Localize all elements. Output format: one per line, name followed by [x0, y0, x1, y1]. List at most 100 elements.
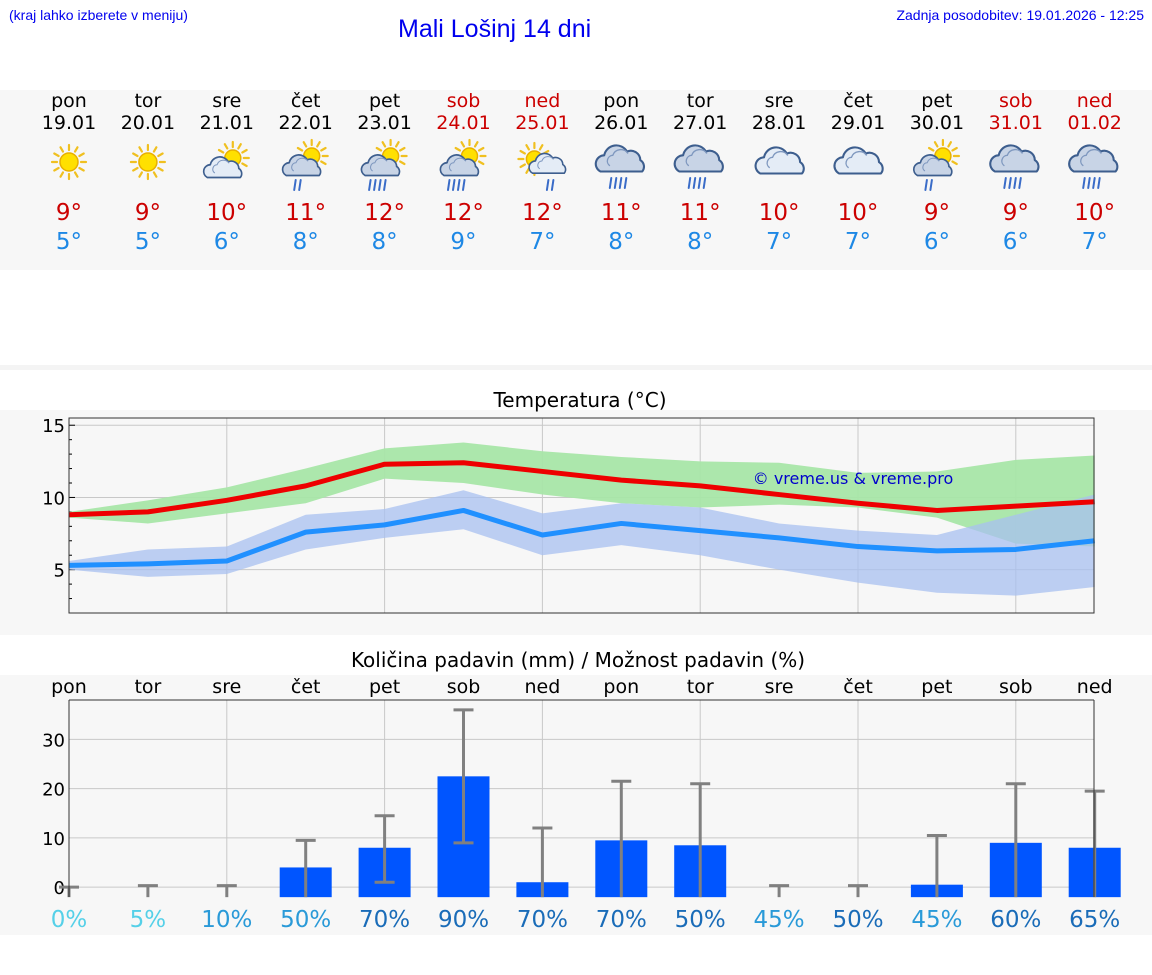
cloud-shape: [912, 154, 953, 177]
raindrop: [618, 177, 623, 189]
precip-probability: 90%: [438, 907, 489, 933]
sun-ray: [237, 143, 242, 150]
band-min: [69, 490, 1095, 596]
sun-ray: [538, 144, 544, 151]
sun-ray: [927, 146, 935, 152]
raindrop: [378, 179, 382, 191]
category-label: sre: [765, 676, 794, 698]
sun-ray: [59, 171, 65, 178]
temp-min: 6°: [924, 229, 950, 255]
sun-cloud-rain-icon: [912, 138, 961, 191]
cloud-detail: [537, 156, 554, 170]
page-title: Mali Lošinj 14 dni: [398, 15, 592, 43]
cloud-shape: [989, 144, 1040, 173]
sun-ray: [473, 141, 479, 148]
day-name: sob: [999, 90, 1033, 112]
day-name: ned: [525, 90, 561, 112]
y-tick-label: 15: [42, 416, 65, 437]
raindrop: [1092, 177, 1096, 189]
temp-max: 10°: [838, 200, 879, 226]
cloud-body: [833, 146, 884, 175]
precip-probability: 70%: [517, 907, 568, 933]
precip-probability: 0%: [51, 907, 88, 933]
day-date: 28.01: [752, 112, 806, 134]
rain-shape: [608, 177, 628, 189]
cloud-heavy-rain-icon: [1068, 144, 1119, 189]
cloud-body: [360, 154, 401, 177]
day-date: 01.02: [1067, 112, 1121, 134]
plot-area: [69, 700, 1094, 897]
rain-shape: [687, 177, 707, 189]
day-name: sre: [212, 90, 241, 112]
temp-min: 7°: [1082, 229, 1108, 255]
line-max: [68, 460, 1095, 518]
sun-ray: [73, 146, 79, 153]
sun-disc: [59, 152, 79, 172]
sun-ray: [73, 171, 79, 178]
category-label: sob: [447, 676, 481, 698]
temp-max: 9°: [56, 200, 82, 226]
sun-ray: [157, 152, 164, 158]
rain-shape: [447, 179, 466, 191]
rain-shape: [545, 179, 555, 191]
cloud-icon: [754, 146, 805, 175]
category-label: čet: [843, 676, 873, 698]
y-tick-label: 0: [54, 878, 65, 899]
cloud-icon: [833, 146, 884, 175]
cloud-detail: [845, 151, 868, 169]
sun-ray: [296, 146, 304, 152]
category-label: pet: [369, 676, 400, 698]
day-date: 22.01: [278, 112, 332, 134]
day-name: tor: [687, 90, 714, 112]
day-date: 25.01: [515, 112, 569, 134]
day-name: pon: [51, 90, 87, 112]
sun-icon: [129, 143, 166, 181]
temp-max: 9°: [1003, 200, 1029, 226]
day-name: pet: [921, 90, 952, 112]
day-name: tor: [134, 90, 161, 112]
raindrop: [447, 179, 451, 191]
cloud-detail: [448, 157, 467, 172]
rain-shape: [1003, 177, 1022, 189]
temp-min: 8°: [687, 229, 713, 255]
temp-max: 10°: [759, 200, 800, 226]
sun-ray: [381, 141, 387, 148]
temp-max: 10°: [1074, 200, 1115, 226]
sun-ray: [477, 146, 485, 152]
temp-min: 8°: [608, 229, 634, 255]
precip-probability: 50%: [675, 907, 726, 933]
chart-title: Temperatura (°C): [492, 388, 666, 412]
sun-ray: [316, 141, 321, 148]
precip-probability: 65%: [1069, 907, 1120, 933]
watermark: © vreme.us & vreme.pro: [753, 469, 954, 488]
sun-cloud-heavy-rain-icon: [439, 138, 487, 191]
day-date: 26.01: [594, 112, 648, 134]
sun-ray: [399, 160, 406, 166]
location-menu-hint[interactable]: (kraj lahko izberete v meniju): [9, 7, 188, 23]
precip-probability: 50%: [280, 907, 331, 933]
sun-ray: [152, 146, 158, 153]
y-tick-label: 10: [42, 488, 65, 509]
cloud-shape: [1068, 144, 1119, 173]
cloud-shape: [673, 144, 724, 173]
temp-min: 6°: [214, 229, 240, 255]
sun-ray: [241, 148, 248, 154]
precip-probability: 45%: [911, 907, 962, 933]
cloud-shape: [754, 146, 805, 175]
cloud-body: [1068, 144, 1119, 173]
raindrop: [1097, 177, 1101, 189]
sun-ray: [460, 141, 466, 148]
temp-max: 12°: [443, 200, 484, 226]
category-label: ned: [1077, 676, 1113, 698]
plot-frame: [68, 417, 1095, 614]
category-label: ned: [525, 676, 561, 698]
raindrop: [1087, 177, 1091, 189]
sun-ray: [132, 152, 139, 158]
sun-cloud-light-rain-icon: [517, 141, 567, 191]
